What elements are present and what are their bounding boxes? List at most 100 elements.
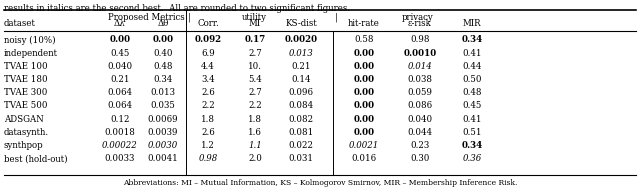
Text: 1.8: 1.8 bbox=[248, 115, 262, 124]
Text: 0.092: 0.092 bbox=[195, 36, 221, 44]
Text: utility: utility bbox=[242, 12, 267, 22]
Text: 0.40: 0.40 bbox=[153, 49, 173, 58]
Text: |: | bbox=[335, 12, 337, 22]
Text: TVAE 500: TVAE 500 bbox=[4, 101, 47, 111]
Text: 0.00: 0.00 bbox=[353, 128, 374, 137]
Text: 0.00: 0.00 bbox=[353, 75, 374, 84]
Text: synthpop: synthpop bbox=[4, 141, 44, 150]
Text: 0.48: 0.48 bbox=[153, 62, 173, 71]
Text: dataset: dataset bbox=[4, 20, 36, 29]
Text: 0.040: 0.040 bbox=[408, 115, 433, 124]
Text: |: | bbox=[188, 12, 191, 22]
Text: ADSGAN: ADSGAN bbox=[4, 115, 44, 124]
Text: 2.2: 2.2 bbox=[248, 101, 262, 111]
Text: 0.084: 0.084 bbox=[289, 101, 314, 111]
Text: 0.00: 0.00 bbox=[353, 101, 374, 111]
Text: 0.0020: 0.0020 bbox=[284, 36, 317, 44]
Text: 0.98: 0.98 bbox=[198, 154, 218, 163]
Text: hit-rate: hit-rate bbox=[348, 20, 380, 29]
Text: 0.98: 0.98 bbox=[410, 36, 429, 44]
Text: 2.0: 2.0 bbox=[248, 154, 262, 163]
Text: 0.23: 0.23 bbox=[410, 141, 429, 150]
Text: 2.2: 2.2 bbox=[201, 101, 215, 111]
Text: 0.41: 0.41 bbox=[462, 115, 482, 124]
Text: 0.34: 0.34 bbox=[154, 75, 173, 84]
Text: datasynth.: datasynth. bbox=[4, 128, 49, 137]
Text: 0.36: 0.36 bbox=[462, 154, 482, 163]
Text: 0.00: 0.00 bbox=[353, 115, 374, 124]
Text: 0.044: 0.044 bbox=[408, 128, 433, 137]
Text: 0.00022: 0.00022 bbox=[102, 141, 138, 150]
Text: 2.6: 2.6 bbox=[201, 128, 215, 137]
Text: 1.1: 1.1 bbox=[248, 141, 262, 150]
Text: 0.0018: 0.0018 bbox=[104, 128, 136, 137]
Text: Proposed Metrics: Proposed Metrics bbox=[108, 12, 185, 22]
Text: 5.4: 5.4 bbox=[248, 75, 262, 84]
Text: TVAE 100: TVAE 100 bbox=[4, 62, 47, 71]
Text: results in italics are the second best.  All are rounded to two significant figu: results in italics are the second best. … bbox=[4, 4, 350, 13]
Text: 0.0041: 0.0041 bbox=[148, 154, 179, 163]
Text: 0.014: 0.014 bbox=[408, 62, 433, 71]
Text: 0.34: 0.34 bbox=[461, 141, 483, 150]
Text: 0.21: 0.21 bbox=[291, 62, 311, 71]
Text: 0.0069: 0.0069 bbox=[148, 115, 179, 124]
Text: 0.48: 0.48 bbox=[462, 88, 482, 97]
Text: 10.: 10. bbox=[248, 62, 262, 71]
Text: 0.096: 0.096 bbox=[289, 88, 314, 97]
Text: 0.022: 0.022 bbox=[289, 141, 314, 150]
Text: 0.00: 0.00 bbox=[353, 62, 374, 71]
Text: 0.00: 0.00 bbox=[152, 36, 173, 44]
Text: 0.00: 0.00 bbox=[353, 88, 374, 97]
Text: 3.4: 3.4 bbox=[201, 75, 215, 84]
Text: 0.51: 0.51 bbox=[462, 128, 482, 137]
Text: TVAE 180: TVAE 180 bbox=[4, 75, 47, 84]
Text: 0.21: 0.21 bbox=[110, 75, 130, 84]
Text: 0.58: 0.58 bbox=[355, 36, 374, 44]
Text: 2.6: 2.6 bbox=[201, 88, 215, 97]
Text: 0.035: 0.035 bbox=[150, 101, 175, 111]
Text: 0.0039: 0.0039 bbox=[148, 128, 179, 137]
Text: best (hold-out): best (hold-out) bbox=[4, 154, 68, 163]
Text: 0.0021: 0.0021 bbox=[349, 141, 379, 150]
Text: 0.081: 0.081 bbox=[289, 128, 314, 137]
Text: 4.4: 4.4 bbox=[201, 62, 215, 71]
Text: 1.8: 1.8 bbox=[201, 115, 215, 124]
Text: 0.0033: 0.0033 bbox=[105, 154, 135, 163]
Text: 0.059: 0.059 bbox=[408, 88, 433, 97]
Text: 0.12: 0.12 bbox=[110, 115, 130, 124]
Text: 0.082: 0.082 bbox=[289, 115, 314, 124]
Text: 0.064: 0.064 bbox=[108, 101, 132, 111]
Text: 0.14: 0.14 bbox=[291, 75, 311, 84]
Text: 0.016: 0.016 bbox=[351, 154, 376, 163]
Text: 0.34: 0.34 bbox=[461, 36, 483, 44]
Text: 0.44: 0.44 bbox=[462, 62, 482, 71]
Text: Abbreviations: MI – Mutual Information, KS – Kolmogorov Smirnov, MIR – Membershi: Abbreviations: MI – Mutual Information, … bbox=[123, 179, 517, 187]
Text: Δλ: Δλ bbox=[114, 20, 126, 29]
Text: 0.50: 0.50 bbox=[462, 75, 482, 84]
Text: 0.013: 0.013 bbox=[289, 49, 314, 58]
Text: 0.30: 0.30 bbox=[410, 154, 429, 163]
Text: 0.0030: 0.0030 bbox=[148, 141, 178, 150]
Text: 0.00: 0.00 bbox=[109, 36, 131, 44]
Text: 0.064: 0.064 bbox=[108, 88, 132, 97]
Text: noisy (10%): noisy (10%) bbox=[4, 36, 56, 45]
Text: 6.9: 6.9 bbox=[201, 49, 215, 58]
Text: 0.040: 0.040 bbox=[108, 62, 132, 71]
Text: Δθ: Δθ bbox=[157, 20, 169, 29]
Text: 2.7: 2.7 bbox=[248, 88, 262, 97]
Text: 2.7: 2.7 bbox=[248, 49, 262, 58]
Text: 0.45: 0.45 bbox=[462, 101, 482, 111]
Text: 0.038: 0.038 bbox=[408, 75, 433, 84]
Text: 0.41: 0.41 bbox=[462, 49, 482, 58]
Text: Corr.: Corr. bbox=[197, 20, 219, 29]
Text: 0.0010: 0.0010 bbox=[403, 49, 436, 58]
Text: privacy: privacy bbox=[402, 12, 434, 22]
Text: 0.45: 0.45 bbox=[110, 49, 130, 58]
Text: MIR: MIR bbox=[463, 20, 481, 29]
Text: 0.086: 0.086 bbox=[408, 101, 433, 111]
Text: ε-risk: ε-risk bbox=[408, 20, 432, 29]
Text: 0.00: 0.00 bbox=[353, 49, 374, 58]
Text: 0.031: 0.031 bbox=[289, 154, 314, 163]
Text: 1.2: 1.2 bbox=[201, 141, 215, 150]
Text: 0.17: 0.17 bbox=[244, 36, 266, 44]
